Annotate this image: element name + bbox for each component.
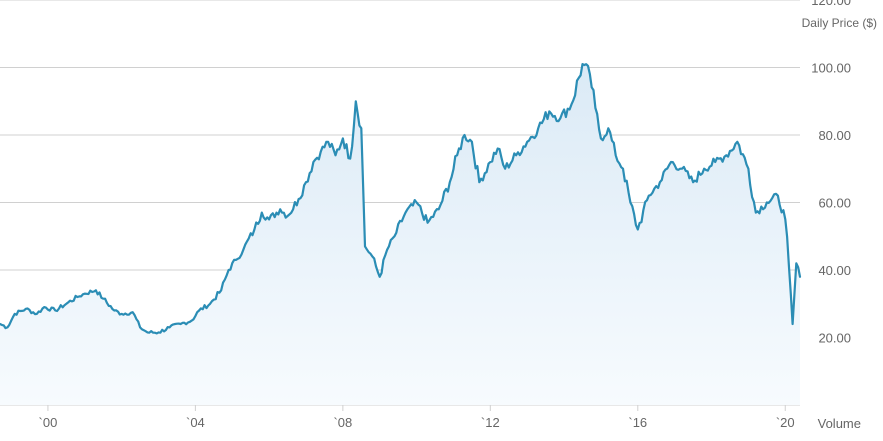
y-tick-label: 20.00	[818, 331, 851, 346]
y-axis-label: Daily Price ($)	[802, 16, 877, 30]
x-tick-label: `20	[776, 415, 795, 430]
volume-label: Volume	[818, 416, 861, 431]
x-tick-label: `04	[186, 415, 205, 430]
y-tick-label: 100.00	[811, 61, 851, 76]
y-tick-label: 80.00	[818, 128, 851, 143]
price-series-line	[0, 62, 802, 335]
y-axis-ticks: 120.00 100.00 80.00 60.00 40.00 20.00	[811, 0, 851, 346]
y-tick-label: 40.00	[818, 263, 851, 278]
x-axis-ticks: `00 `04 `08 `12 `16 `20	[39, 405, 795, 430]
x-tick-label: `16	[628, 415, 647, 430]
x-tick-label: `12	[481, 415, 500, 430]
x-tick-label: `00	[39, 415, 58, 430]
y-tick-label: 60.00	[818, 196, 851, 211]
price-area-fill	[0, 64, 800, 405]
x-tick-label: `08	[333, 415, 352, 430]
y-tick-label: 120.00	[811, 0, 851, 8]
